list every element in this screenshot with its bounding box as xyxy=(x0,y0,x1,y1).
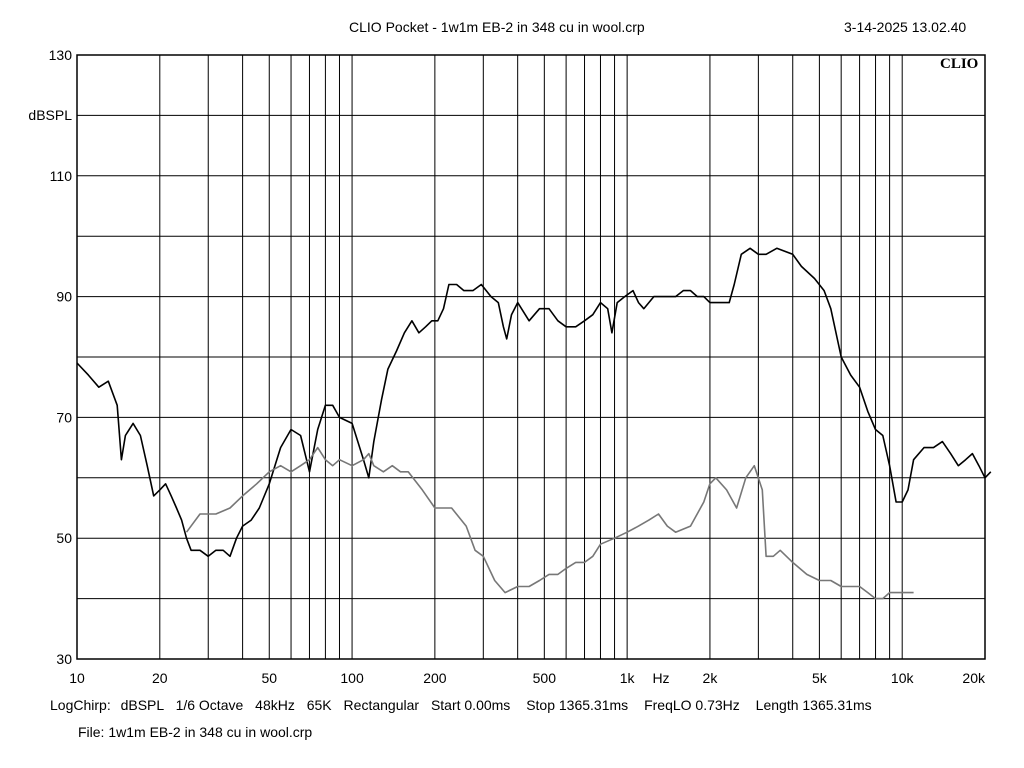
footer-units: dBSPL xyxy=(120,697,164,713)
footer-start: Start 0.00ms xyxy=(430,697,511,713)
footer-file: File: 1w1m EB-2 in 348 cu in wool.crp xyxy=(78,724,313,740)
footer-smoothing: 1/6 Octave xyxy=(175,697,244,713)
distortion-curve-line xyxy=(185,446,914,600)
footer-length: Length 1365.31ms xyxy=(755,697,872,713)
x-tick-label: 50 xyxy=(261,670,277,686)
x-tick-label: 500 xyxy=(533,670,557,686)
y-axis-label: dBSPL xyxy=(28,107,72,123)
footer-stop: Stop 1365.31ms xyxy=(526,697,629,713)
y-tick-label: 130 xyxy=(49,47,73,63)
y-tick-label: 90 xyxy=(56,289,72,305)
x-tick-label: 2k xyxy=(703,670,719,686)
x-tick-label: 10 xyxy=(69,670,85,686)
clio-logo: CLIO xyxy=(940,56,978,72)
x-tick-label: 5k xyxy=(812,670,828,686)
footer-sample-rate: 48kHz xyxy=(255,697,295,713)
x-tick-label: 100 xyxy=(340,670,364,686)
response-curve-line xyxy=(76,247,992,558)
footer-sweep-type: LogChirp: xyxy=(50,697,111,713)
y-tick-label: 50 xyxy=(56,530,72,546)
x-tick-label: 20 xyxy=(152,670,168,686)
x-tick-label: 200 xyxy=(423,670,447,686)
frequency-response-chart: 130 110 90 70 50 30 dBSPL 10 20 50 100 200 500 1k 2k 5k… xyxy=(28,47,992,686)
footer-fft-size: 65K xyxy=(306,697,332,713)
chart-title: CLIO Pocket - 1w1m EB-2 in 348 cu in woo… xyxy=(349,19,645,35)
y-tick-label: 110 xyxy=(50,168,73,184)
x-tick-label: 20k xyxy=(962,670,986,686)
y-tick-label: 70 xyxy=(56,409,72,425)
footer-freqlo: FreqLO 0.73Hz xyxy=(644,697,740,713)
plot-frame xyxy=(76,54,986,660)
x-tick-label: 1k xyxy=(620,670,636,686)
footer-settings: LogChirp: dBSPL 1/6 Octave 48kHz 65K Rec… xyxy=(50,697,872,713)
x-axis-label: Hz xyxy=(652,670,669,686)
chart-datetime: 3-14-2025 13.02.40 xyxy=(844,19,967,35)
y-tick-label: 30 xyxy=(56,651,72,667)
footer-window: Rectangular xyxy=(343,697,420,713)
x-tick-label: 10k xyxy=(891,670,915,686)
